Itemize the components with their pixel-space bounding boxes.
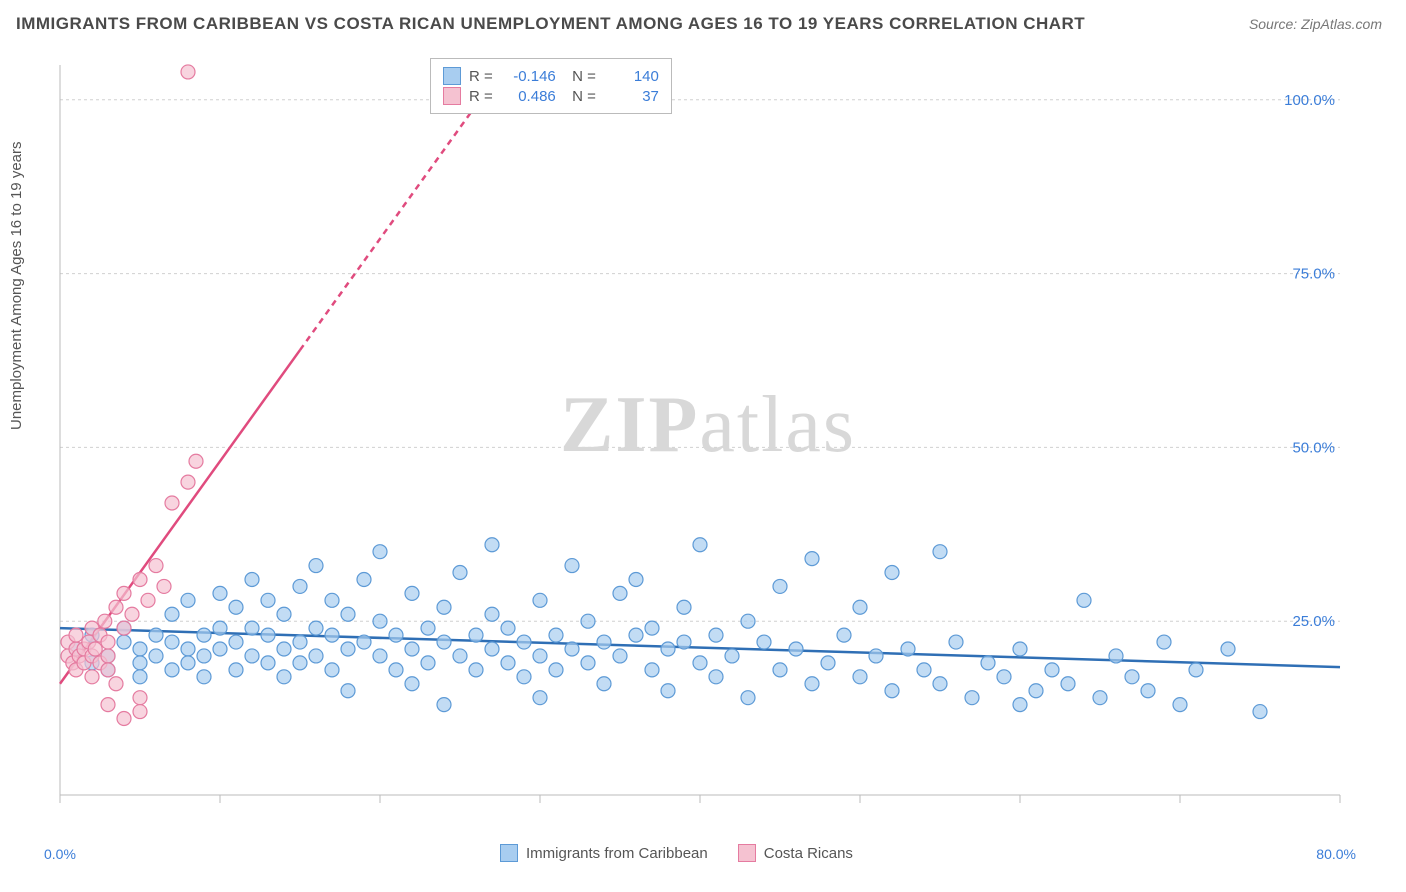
r-label: R = [469, 88, 493, 105]
swatch-series1 [443, 67, 461, 85]
n-label: N = [564, 88, 596, 105]
stats-row-series1: R = -0.146 N = 140 [443, 67, 659, 85]
legend-swatch-series2 [738, 844, 756, 862]
chart-title: IMMIGRANTS FROM CARIBBEAN VS COSTA RICAN… [16, 14, 1085, 34]
x-end-label: 80.0% [1316, 846, 1356, 862]
svg-text:100.0%: 100.0% [1284, 92, 1335, 109]
legend-label-series2: Costa Ricans [764, 845, 853, 862]
n-label: N = [564, 68, 596, 85]
stats-row-series2: R = 0.486 N = 37 [443, 87, 659, 105]
x-origin-label: 0.0% [44, 846, 76, 862]
bottom-legend: Immigrants from Caribbean Costa Ricans [500, 844, 853, 862]
svg-text:50.0%: 50.0% [1292, 439, 1335, 456]
scatter-chart: 25.0% 50.0% 75.0% 100.0% [50, 55, 1350, 825]
y-axis-label: Unemployment Among Ages 16 to 19 years [8, 141, 25, 430]
chart-area: 25.0% 50.0% 75.0% 100.0% [50, 55, 1350, 825]
legend-label-series1: Immigrants from Caribbean [526, 845, 708, 862]
correlation-stats-box: R = -0.146 N = 140 R = 0.486 N = 37 [430, 58, 672, 114]
legend-item-series2: Costa Ricans [738, 844, 853, 862]
swatch-series2 [443, 87, 461, 105]
legend-swatch-series1 [500, 844, 518, 862]
n-value-series1: 140 [604, 68, 659, 85]
r-value-series1: -0.146 [501, 68, 556, 85]
svg-text:75.0%: 75.0% [1292, 266, 1335, 283]
r-label: R = [469, 68, 493, 85]
n-value-series2: 37 [604, 88, 659, 105]
source-attribution: Source: ZipAtlas.com [1249, 16, 1382, 32]
r-value-series2: 0.486 [501, 88, 556, 105]
svg-text:25.0%: 25.0% [1292, 613, 1335, 630]
legend-item-series1: Immigrants from Caribbean [500, 844, 708, 862]
